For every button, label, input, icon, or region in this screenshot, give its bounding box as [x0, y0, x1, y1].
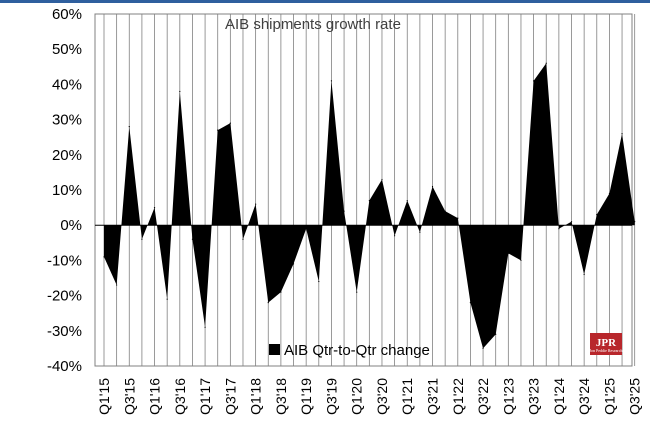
data-point	[520, 259, 522, 261]
y-tick-label: 20%	[52, 147, 82, 164]
data-point	[469, 302, 472, 304]
y-tick-label: 60%	[52, 6, 82, 23]
y-tick-label: -30%	[47, 323, 82, 340]
y-tick-label: 10%	[52, 182, 82, 199]
x-tick-label: Q1'23	[500, 378, 516, 415]
x-tick-label: Q1'22	[450, 378, 466, 415]
logo-subtext: Jon Peddie Research	[589, 348, 622, 353]
x-tick-label: Q3'18	[273, 378, 289, 415]
x-tick-label: Q1'21	[399, 378, 415, 415]
data-point	[444, 210, 446, 212]
x-tick-label: Q3'25	[627, 378, 643, 415]
data-point	[229, 122, 231, 124]
x-tick-label: Q1'18	[248, 378, 264, 415]
x-tick-label: Q3'20	[374, 378, 390, 415]
chart-title: AIB shipments growth rate	[225, 16, 401, 33]
data-point	[242, 238, 244, 240]
x-tick-label: Q3'19	[323, 378, 339, 415]
x-tick-label: Q3'23	[526, 378, 542, 415]
y-tick-label: -40%	[47, 358, 82, 375]
data-point	[495, 333, 497, 335]
x-tick-label: Q3'16	[172, 378, 188, 415]
data-point	[292, 263, 295, 265]
area-series	[95, 62, 636, 349]
data-point	[141, 238, 143, 240]
x-tick-label: Q1'24	[551, 378, 567, 415]
data-point	[153, 207, 156, 209]
data-point	[330, 80, 333, 82]
x-tick-label: Q1'15	[96, 378, 112, 415]
data-point	[394, 235, 396, 237]
x-tick-label: Q1'25	[601, 378, 617, 415]
y-tick-label: 40%	[52, 76, 82, 93]
data-point	[103, 256, 105, 258]
data-point	[457, 217, 459, 219]
data-point	[217, 129, 219, 131]
data-point	[596, 214, 598, 216]
data-point	[204, 326, 206, 328]
series-area	[104, 63, 635, 349]
x-tick-label: Q3'15	[121, 378, 137, 415]
y-tick-label: -10%	[47, 252, 82, 269]
data-point	[570, 221, 573, 223]
y-tick-label: -20%	[47, 288, 82, 305]
logo-text: JPR	[596, 337, 617, 349]
data-point	[255, 203, 257, 205]
y-tick-label: 0%	[60, 217, 82, 234]
data-point	[558, 228, 560, 230]
data-point	[621, 133, 623, 135]
top-rule	[0, 0, 650, 3]
data-point	[343, 210, 345, 212]
jpr-logo: JPR Jon Peddie Research	[589, 333, 623, 355]
data-point	[368, 199, 370, 202]
data-point	[280, 291, 282, 293]
data-point	[128, 126, 130, 128]
y-tick-label: 30%	[52, 112, 82, 129]
data-point	[583, 273, 585, 276]
data-point	[166, 298, 168, 300]
data-point	[634, 221, 636, 223]
legend: AIB Qtr-to-Qtr change	[269, 342, 430, 359]
plot-frame	[94, 13, 633, 367]
data-point	[406, 199, 408, 202]
x-tick-label: Q1'20	[349, 378, 365, 415]
x-axis-ticks: Q1'15 Q3'15 Q1'16 Q3'16 Q1'17 Q3'17 Q1'18 Q3'18…	[96, 378, 643, 415]
data-point	[419, 231, 421, 233]
x-tick-label: Q3'24	[576, 378, 592, 415]
data-point	[608, 192, 611, 195]
data-point	[545, 62, 547, 64]
x-tick-label: Q1'16	[147, 378, 163, 415]
data-point	[305, 228, 307, 230]
y-axis-ticks: -40% -30% -20% -10% 0% 10% 20% 30% 40% 50% 60%	[47, 6, 82, 375]
x-tick-label: Q1'17	[197, 378, 213, 415]
data-point	[482, 347, 484, 349]
data-point	[507, 252, 509, 254]
x-tick-label: Q3'21	[425, 378, 441, 415]
data-point	[267, 302, 269, 304]
data-point	[431, 185, 434, 188]
data-point	[191, 238, 194, 240]
data-point	[533, 80, 535, 82]
data-point	[116, 284, 118, 286]
data-point	[179, 90, 181, 93]
logo-box	[590, 333, 622, 355]
x-tick-label: Q3'22	[475, 378, 491, 415]
x-tick-label: Q3'17	[222, 378, 238, 415]
x-tick-label: Q1'19	[298, 378, 314, 415]
data-point	[318, 280, 320, 283]
y-tick-label: 50%	[52, 41, 82, 58]
legend-swatch	[269, 344, 280, 355]
data-point	[356, 291, 358, 293]
legend-label: AIB Qtr-to-Qtr change	[284, 342, 430, 359]
data-point	[381, 178, 383, 181]
